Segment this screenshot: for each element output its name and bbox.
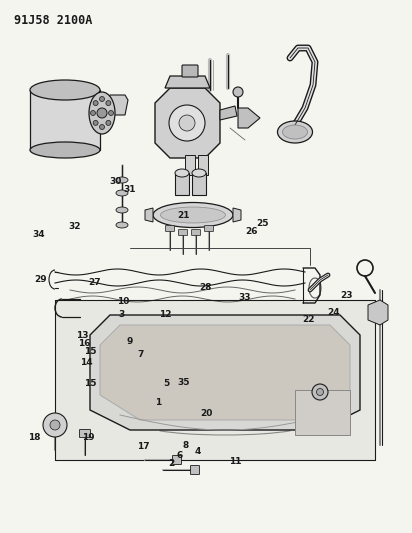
Ellipse shape: [175, 169, 189, 177]
Text: 29: 29: [34, 276, 47, 284]
FancyBboxPatch shape: [204, 225, 213, 231]
FancyBboxPatch shape: [192, 230, 201, 236]
Circle shape: [108, 110, 113, 116]
Circle shape: [316, 389, 323, 395]
Text: 31: 31: [124, 185, 136, 193]
Text: 19: 19: [82, 433, 95, 441]
Text: 13: 13: [76, 332, 89, 340]
Ellipse shape: [283, 125, 307, 139]
Polygon shape: [100, 325, 350, 420]
Text: 25: 25: [257, 220, 269, 228]
Ellipse shape: [30, 142, 100, 158]
Text: 26: 26: [245, 228, 258, 236]
Circle shape: [91, 110, 96, 116]
Circle shape: [50, 420, 60, 430]
Circle shape: [233, 87, 243, 97]
Text: 20: 20: [200, 409, 212, 417]
Polygon shape: [165, 76, 210, 88]
Polygon shape: [107, 95, 128, 115]
Ellipse shape: [153, 203, 233, 228]
Circle shape: [100, 96, 105, 101]
Text: 10: 10: [117, 297, 130, 305]
Text: 22: 22: [303, 316, 315, 324]
Polygon shape: [192, 173, 206, 195]
Text: 17: 17: [137, 442, 150, 451]
Text: 30: 30: [109, 177, 122, 185]
Ellipse shape: [116, 207, 128, 213]
Text: 15: 15: [84, 348, 97, 356]
Text: 28: 28: [200, 284, 212, 292]
Circle shape: [93, 101, 98, 106]
Text: 35: 35: [177, 378, 190, 387]
Text: 18: 18: [28, 433, 40, 441]
Text: 24: 24: [328, 309, 340, 317]
Circle shape: [100, 125, 105, 130]
Bar: [295, 390, 350, 435]
Text: 7: 7: [137, 350, 143, 359]
Circle shape: [93, 120, 98, 125]
Text: 1: 1: [155, 398, 162, 407]
FancyBboxPatch shape: [80, 430, 91, 438]
Text: 34: 34: [33, 230, 45, 239]
Text: 4: 4: [194, 448, 201, 456]
Polygon shape: [220, 106, 237, 120]
Text: 16: 16: [78, 340, 91, 348]
Polygon shape: [30, 90, 100, 150]
Ellipse shape: [161, 207, 225, 223]
Text: 9: 9: [126, 337, 133, 345]
Circle shape: [97, 108, 107, 118]
Ellipse shape: [278, 121, 312, 143]
FancyBboxPatch shape: [178, 230, 187, 236]
Text: 11: 11: [229, 457, 241, 465]
FancyBboxPatch shape: [182, 65, 198, 77]
Polygon shape: [233, 208, 241, 222]
Text: 23: 23: [340, 292, 352, 300]
Polygon shape: [55, 300, 375, 460]
Polygon shape: [155, 88, 220, 158]
Polygon shape: [90, 315, 360, 430]
Circle shape: [312, 384, 328, 400]
Ellipse shape: [192, 169, 206, 177]
Polygon shape: [198, 155, 208, 175]
Polygon shape: [238, 108, 260, 128]
Circle shape: [43, 413, 67, 437]
Ellipse shape: [30, 80, 100, 100]
Text: 6: 6: [176, 451, 183, 459]
Text: 2: 2: [168, 459, 174, 468]
Circle shape: [106, 120, 111, 125]
Text: 91J58 2100A: 91J58 2100A: [14, 14, 92, 27]
Polygon shape: [175, 173, 189, 195]
Ellipse shape: [116, 177, 128, 183]
Text: 27: 27: [89, 278, 101, 287]
Polygon shape: [145, 208, 153, 222]
Polygon shape: [368, 300, 388, 325]
Circle shape: [106, 101, 111, 106]
Text: 33: 33: [238, 293, 250, 302]
Text: 15: 15: [84, 379, 97, 388]
FancyBboxPatch shape: [190, 465, 199, 474]
Circle shape: [169, 105, 205, 141]
Polygon shape: [185, 155, 195, 175]
Ellipse shape: [89, 92, 115, 134]
Ellipse shape: [116, 222, 128, 228]
Text: 14: 14: [80, 358, 93, 367]
Text: 3: 3: [118, 310, 125, 319]
Text: 21: 21: [177, 212, 190, 220]
FancyBboxPatch shape: [166, 225, 175, 231]
Text: 32: 32: [69, 222, 81, 231]
Text: 8: 8: [182, 441, 189, 449]
Text: 5: 5: [164, 379, 170, 388]
Text: 12: 12: [159, 310, 171, 319]
Ellipse shape: [116, 190, 128, 196]
Circle shape: [179, 115, 195, 131]
FancyBboxPatch shape: [173, 456, 182, 464]
